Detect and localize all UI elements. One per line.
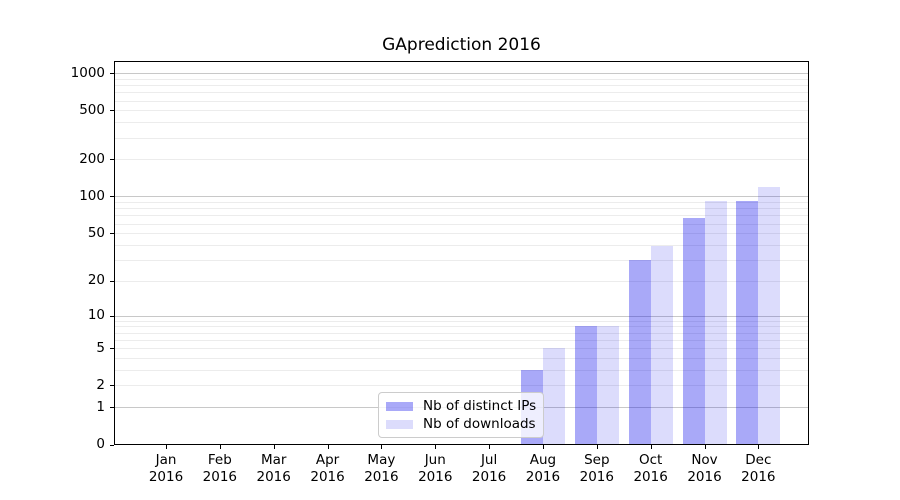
y-tick-mark xyxy=(110,159,114,161)
y-tick-mark xyxy=(110,73,114,75)
gridline-major xyxy=(115,196,808,198)
x-tick-label: Sep 2016 xyxy=(579,452,614,485)
y-tick-mark xyxy=(110,444,114,446)
x-tick-mark xyxy=(704,445,706,449)
legend-item-downloads: Nb of downloads xyxy=(386,416,536,432)
bar-downloads xyxy=(758,186,781,445)
gridline-minor xyxy=(115,92,808,94)
bar-downloads xyxy=(650,246,673,445)
x-tick-mark xyxy=(327,445,329,449)
x-tick-label: Jul 2016 xyxy=(471,452,507,485)
gridline-minor xyxy=(115,215,808,217)
gridline-minor xyxy=(115,244,808,246)
x-tick-mark xyxy=(489,445,491,449)
gridline-major xyxy=(115,73,808,75)
gridline-minor xyxy=(115,233,808,235)
gridline-minor xyxy=(115,122,808,124)
x-tick-label: May 2016 xyxy=(364,452,399,485)
gridline-minor xyxy=(115,159,808,161)
gridline-minor xyxy=(115,137,808,139)
x-tick-label: Oct 2016 xyxy=(633,452,668,485)
gridline-minor xyxy=(115,100,808,102)
y-tick-label: 1 xyxy=(96,398,105,415)
x-tick-label: Aug 2016 xyxy=(525,452,561,485)
legend-swatch-downloads-icon xyxy=(386,419,413,429)
y-tick-label: 500 xyxy=(79,101,105,118)
x-tick-mark xyxy=(219,445,221,449)
legend-swatch-distinct-ips-icon xyxy=(386,401,413,411)
x-tick-label: Nov 2016 xyxy=(687,452,722,485)
y-tick-mark xyxy=(110,348,114,350)
gridline-minor xyxy=(115,320,808,322)
x-tick-mark xyxy=(166,445,167,449)
x-tick-mark xyxy=(758,445,760,449)
y-tick-mark xyxy=(110,407,114,409)
gridline-minor xyxy=(115,369,808,371)
gridline-minor xyxy=(115,339,808,341)
y-tick-mark xyxy=(110,315,114,317)
gridline-minor xyxy=(115,202,808,204)
x-tick-label: Mar 2016 xyxy=(256,452,291,485)
legend-label-distinct-ips: Nb of distinct IPs xyxy=(423,398,537,414)
y-tick-mark xyxy=(110,385,114,387)
chart-title: GAprediction 2016 xyxy=(382,35,541,55)
y-tick-label: 100 xyxy=(79,187,105,204)
gridline-minor xyxy=(115,348,808,350)
y-tick-label: 2 xyxy=(96,376,105,393)
x-tick-mark xyxy=(381,445,383,449)
y-tick-label: 10 xyxy=(87,307,105,324)
gridline-minor xyxy=(115,280,808,282)
gridline-minor xyxy=(115,78,808,80)
bar-downloads xyxy=(704,200,727,445)
x-tick-mark xyxy=(273,445,275,449)
bar-distinct-ips xyxy=(736,201,759,445)
y-tick-label: 20 xyxy=(87,272,105,289)
x-tick-label: Jan 2016 xyxy=(148,452,184,485)
x-tick-label: Dec 2016 xyxy=(741,452,776,485)
x-tick-label: Feb 2016 xyxy=(202,452,238,485)
x-tick-label: Jun 2016 xyxy=(418,452,453,485)
y-tick-label: 1000 xyxy=(70,64,105,81)
y-tick-mark xyxy=(110,110,114,112)
gridline-minor xyxy=(115,110,808,112)
gridline-minor xyxy=(115,259,808,261)
x-tick-mark xyxy=(542,445,544,449)
x-tick-mark xyxy=(596,445,598,449)
bar-downloads xyxy=(596,326,619,445)
gridline-major xyxy=(115,315,808,317)
y-tick-label: 5 xyxy=(96,339,105,356)
bar-distinct-ips xyxy=(682,218,705,445)
x-tick-mark xyxy=(650,445,652,449)
y-tick-mark xyxy=(110,280,114,282)
gridline-minor xyxy=(115,357,808,359)
y-tick-label: 200 xyxy=(79,150,105,167)
gridline-minor xyxy=(115,326,808,328)
legend: Nb of distinct IPs Nb of downloads xyxy=(378,392,544,438)
legend-label-downloads: Nb of downloads xyxy=(423,416,536,432)
bar-distinct-ips xyxy=(628,259,651,445)
gridline-minor xyxy=(115,385,808,387)
bar-downloads xyxy=(542,348,565,445)
gridline-minor xyxy=(115,85,808,87)
y-tick-mark xyxy=(110,233,114,235)
y-tick-label: 0 xyxy=(96,436,105,452)
x-tick-mark xyxy=(435,445,437,449)
bar-distinct-ips xyxy=(574,326,597,445)
gridline-minor xyxy=(115,208,808,210)
x-tick-label: Apr 2016 xyxy=(310,452,345,485)
gridline-minor xyxy=(115,332,808,334)
y-tick-label: 50 xyxy=(87,224,105,241)
legend-item-distinct-ips: Nb of distinct IPs xyxy=(386,398,536,414)
y-tick-mark xyxy=(110,196,114,198)
gridline-minor xyxy=(115,223,808,225)
